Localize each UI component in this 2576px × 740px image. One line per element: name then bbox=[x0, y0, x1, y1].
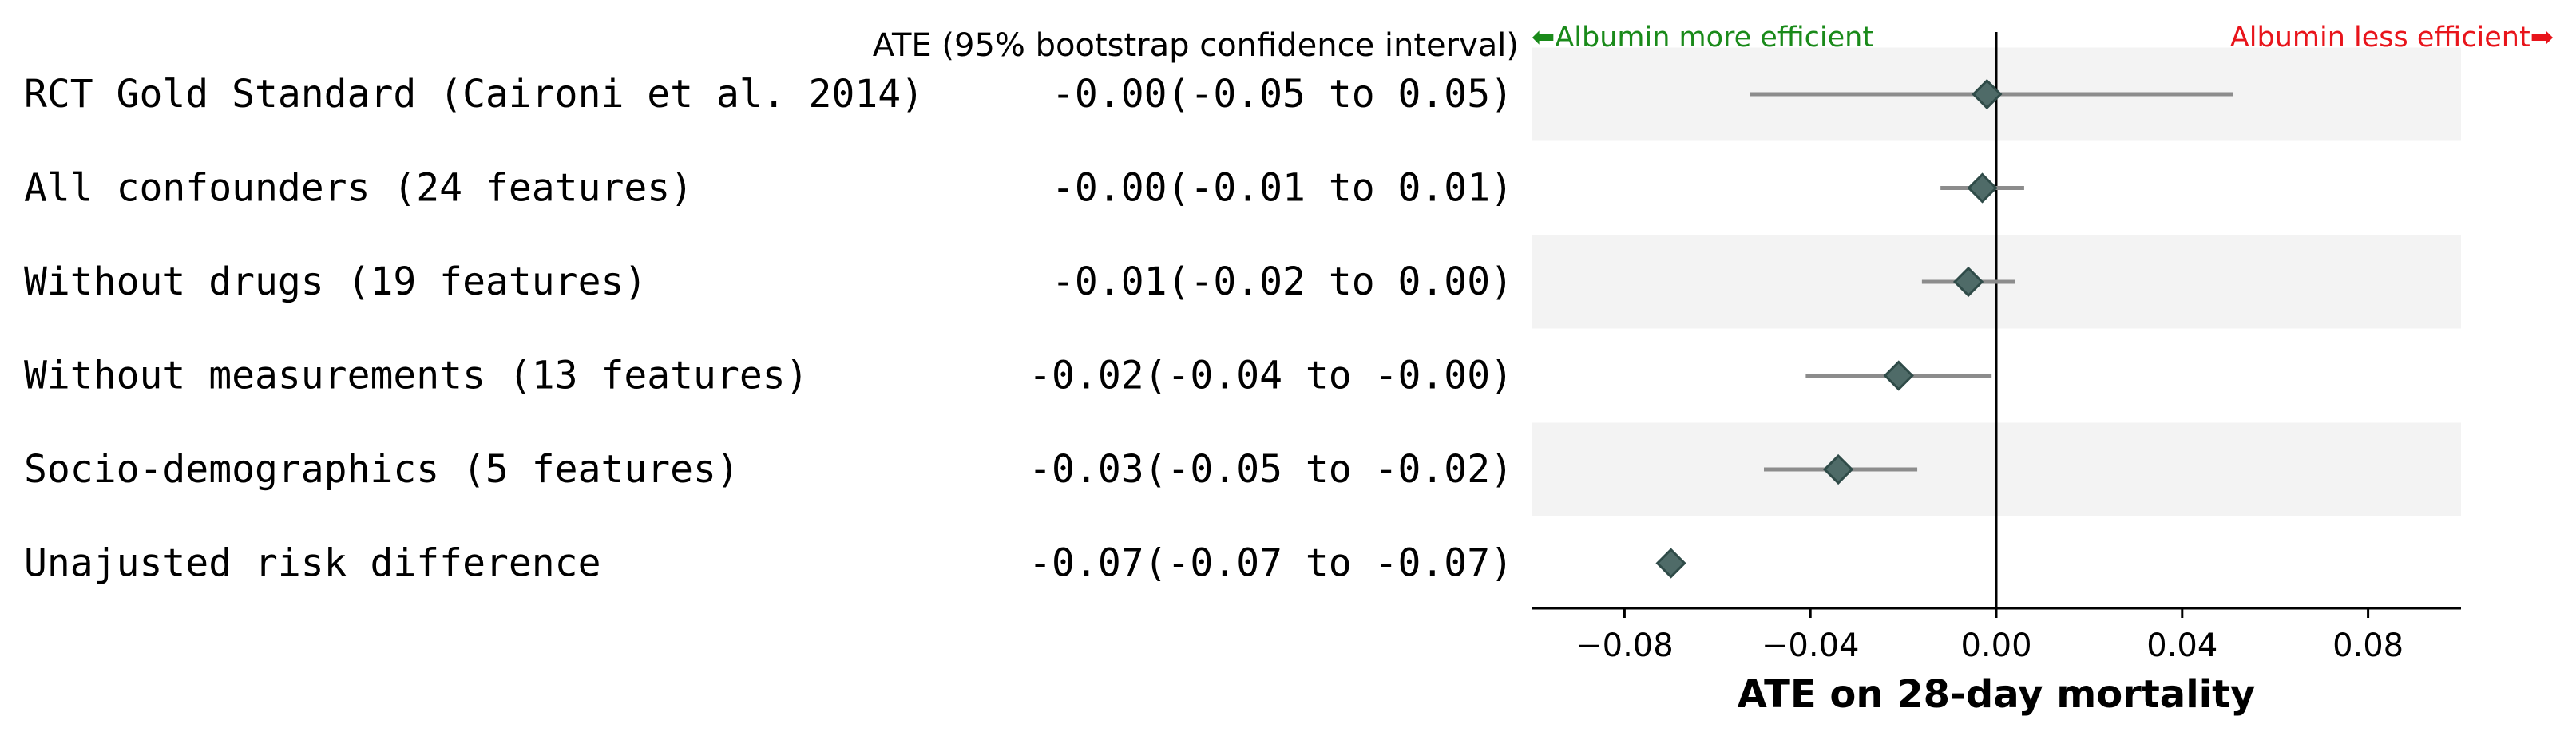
annotation-right: Albumin less efficient➡ bbox=[2230, 22, 2554, 53]
ate-marker bbox=[1883, 360, 1914, 391]
row-label: All confounders (24 features) bbox=[24, 166, 693, 211]
x-tick-label: 0.00 bbox=[1960, 627, 2031, 664]
row-estimate: -0.00(-0.01 to 0.01) bbox=[1052, 166, 1513, 211]
x-tick-label: 0.04 bbox=[2146, 627, 2217, 664]
x-tick-label: 0.08 bbox=[2332, 627, 2404, 664]
x-axis: −0.08 −0.04 0.00 0.04 0.08 bbox=[1532, 607, 2461, 664]
row-estimate: -0.01(-0.02 to 0.00) bbox=[1052, 259, 1513, 304]
row-label: Without drugs (19 features) bbox=[24, 259, 647, 304]
ate-marker bbox=[1972, 78, 2003, 110]
ate-marker bbox=[1952, 266, 1984, 298]
row-label: Unajusted risk difference bbox=[24, 541, 600, 586]
ate-marker bbox=[1822, 453, 1854, 485]
ate-marker bbox=[1967, 172, 1998, 204]
row-label: Without measurements (13 features) bbox=[24, 354, 809, 398]
row-estimate: -0.07(-0.07 to -0.07) bbox=[1028, 541, 1513, 586]
row-labels: RCT Gold Standard (Caironi et al. 2014) A… bbox=[24, 72, 924, 586]
plot-area bbox=[1655, 32, 2233, 608]
x-axis-label: ATE on 28-day mortality bbox=[1738, 672, 2256, 717]
row-estimate: -0.02(-0.04 to -0.00) bbox=[1028, 354, 1513, 398]
x-tick-label: −0.08 bbox=[1575, 627, 1674, 664]
ate-marker bbox=[1655, 548, 1686, 579]
column-header: ATE (95% bootstrap confidence interval) bbox=[873, 27, 1519, 64]
x-tick-label: −0.04 bbox=[1762, 627, 1860, 664]
row-estimate: -0.00(-0.05 to 0.05) bbox=[1052, 72, 1513, 117]
row-estimates: -0.00(-0.05 to 0.05) -0.00(-0.01 to 0.01)… bbox=[1028, 72, 1513, 586]
row-label: RCT Gold Standard (Caironi et al. 2014) bbox=[24, 72, 924, 117]
row-estimate: -0.03(-0.05 to -0.02) bbox=[1028, 447, 1513, 492]
row-label: Socio-demographics (5 features) bbox=[24, 447, 739, 492]
annotation-left: ⬅Albumin more efficient bbox=[1532, 22, 1873, 53]
